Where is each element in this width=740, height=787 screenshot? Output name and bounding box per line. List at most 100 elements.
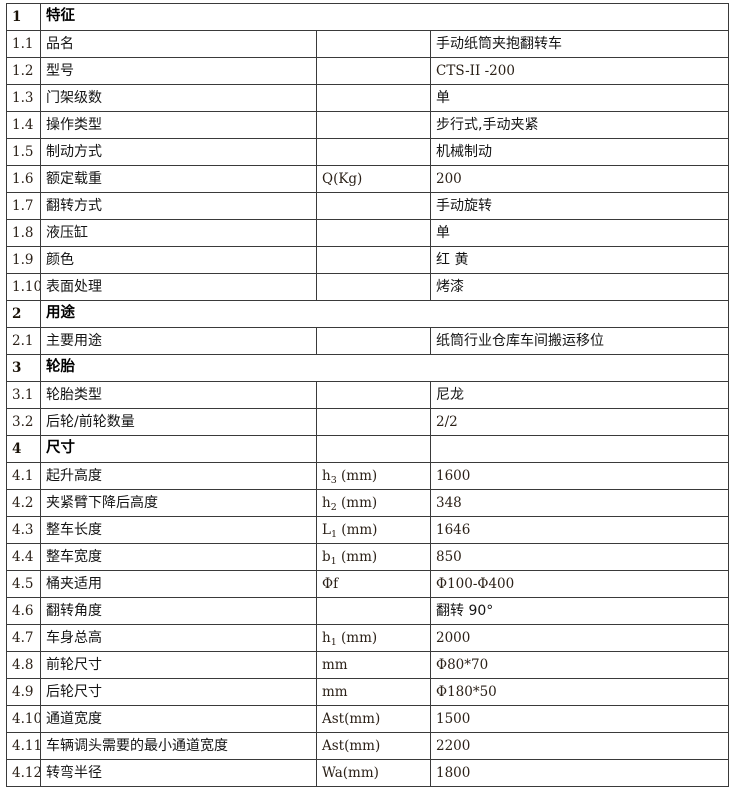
row-symbol: mm bbox=[316, 678, 431, 706]
table-row: 4.5 桶夹适用 Φf Φ100-Φ400 bbox=[6, 570, 730, 598]
table-row: 1.5 制动方式 机械制动 bbox=[6, 138, 730, 166]
row-index: 1.8 bbox=[6, 219, 41, 247]
row-label: 翻转方式 bbox=[40, 192, 317, 220]
row-label: 操作类型 bbox=[40, 111, 317, 139]
row-symbol bbox=[316, 246, 431, 274]
section-title: 特征 bbox=[39, 3, 730, 31]
table-row: 4.8 前轮尺寸 mm Φ80*70 bbox=[6, 651, 730, 679]
row-index: 4.11 bbox=[6, 732, 41, 760]
row-value-text: 手动纸筒夹抱翻转车 bbox=[436, 35, 562, 52]
row-symbol bbox=[316, 327, 431, 355]
row-value bbox=[429, 435, 730, 463]
row-label: 轮胎类型 bbox=[40, 381, 317, 409]
row-symbol: L1 (mm) bbox=[316, 516, 431, 544]
row-symbol bbox=[316, 57, 431, 85]
row-value: 1500 bbox=[429, 705, 730, 733]
row-index: 4.8 bbox=[6, 651, 41, 679]
row-index: 3.2 bbox=[6, 408, 41, 436]
table-row: 1.9 颜色 红 黄 bbox=[6, 246, 730, 274]
row-label: 夹紧臂下降后高度 bbox=[40, 489, 317, 517]
row-label: 后轮/前轮数量 bbox=[40, 408, 317, 436]
row-index: 2 bbox=[6, 300, 41, 328]
table-row: 1.7 翻转方式 手动旋转 bbox=[6, 192, 730, 220]
row-value-text: 尼龙 bbox=[436, 386, 464, 403]
row-label: 制动方式 bbox=[40, 138, 317, 166]
row-symbol: h2 (mm) bbox=[316, 489, 431, 517]
row-label: 品名 bbox=[40, 30, 317, 58]
row-value: 红 黄 bbox=[429, 246, 730, 274]
specification-sheet: 1 特征 1.1 品名 手动纸筒夹抱翻转车 1.2 型号 CTS-II -200 1.3 门架级数… bbox=[6, 3, 730, 787]
row-symbol: mm bbox=[316, 651, 431, 679]
row-symbol bbox=[316, 111, 431, 139]
section-title: 轮胎 bbox=[39, 354, 730, 382]
row-value-text: 手动旋转 bbox=[436, 197, 492, 214]
table-body: 1 特征 1.1 品名 手动纸筒夹抱翻转车 1.2 型号 CTS-II -200 1.3 门架级数… bbox=[6, 3, 730, 787]
row-value: 单 bbox=[429, 84, 730, 112]
row-symbol bbox=[316, 192, 431, 220]
row-value: Φ80*70 bbox=[429, 651, 730, 679]
table-row: 1.2 型号 CTS-II -200 bbox=[6, 57, 730, 85]
table-row: 1.6 额定载重 Q(Kg) 200 bbox=[6, 165, 730, 193]
row-label: 额定载重 bbox=[40, 165, 317, 193]
table-row: 3.2 后轮/前轮数量 2/2 bbox=[6, 408, 730, 436]
row-symbol bbox=[316, 84, 431, 112]
row-index: 4.2 bbox=[6, 489, 41, 517]
table-row: 4.6 翻转角度 翻转 90° bbox=[6, 597, 730, 625]
row-value: 步行式,手动夹紧 bbox=[429, 111, 730, 139]
row-symbol: Wa(mm) bbox=[316, 759, 431, 787]
table-row: 4.10 通道宽度 Ast(mm) 1500 bbox=[6, 705, 730, 733]
row-value: 2000 bbox=[429, 624, 730, 652]
row-index: 1.7 bbox=[6, 192, 41, 220]
row-symbol bbox=[316, 597, 431, 625]
row-index: 4.1 bbox=[6, 462, 41, 490]
table-row: 1.4 操作类型 步行式,手动夹紧 bbox=[6, 111, 730, 139]
row-label: 桶夹适用 bbox=[40, 570, 317, 598]
row-label: 翻转角度 bbox=[40, 597, 317, 625]
row-symbol bbox=[316, 435, 431, 463]
table-row: 1.8 液压缸 单 bbox=[6, 219, 730, 247]
row-value: 1646 bbox=[429, 516, 730, 544]
row-value: 1600 bbox=[429, 462, 730, 490]
row-value-text: 步行式,手动夹紧 bbox=[436, 116, 539, 133]
table-row: 4.12 转弯半径 Wa(mm) 1800 bbox=[6, 759, 730, 787]
row-index: 4.4 bbox=[6, 543, 41, 571]
row-value: 850 bbox=[429, 543, 730, 571]
row-value-text: 烤漆 bbox=[436, 278, 464, 295]
row-label: 转弯半径 bbox=[40, 759, 317, 787]
row-value: 2/2 bbox=[429, 408, 730, 436]
row-symbol: Ast(mm) bbox=[316, 732, 431, 760]
table-row: 4.9 后轮尺寸 mm Φ180*50 bbox=[6, 678, 730, 706]
row-label: 前轮尺寸 bbox=[40, 651, 317, 679]
row-symbol bbox=[316, 381, 431, 409]
row-value: 单 bbox=[429, 219, 730, 247]
row-label: 颜色 bbox=[40, 246, 317, 274]
row-index: 2.1 bbox=[6, 327, 41, 355]
row-index: 1.1 bbox=[6, 30, 41, 58]
row-label: 通道宽度 bbox=[40, 705, 317, 733]
table-row: 2 用途 bbox=[6, 300, 730, 328]
specification-table: 1 特征 1.1 品名 手动纸筒夹抱翻转车 1.2 型号 CTS-II -200 1.3 门架级数… bbox=[6, 3, 730, 787]
row-label: 液压缸 bbox=[40, 219, 317, 247]
table-row: 3 轮胎 bbox=[6, 354, 730, 382]
table-row: 4 尺寸 bbox=[6, 435, 730, 463]
row-index: 3.1 bbox=[6, 381, 41, 409]
row-label: 起升高度 bbox=[40, 462, 317, 490]
row-index: 4.9 bbox=[6, 678, 41, 706]
row-value: 机械制动 bbox=[429, 138, 730, 166]
row-value: Φ100-Φ400 bbox=[429, 570, 730, 598]
row-value: 1800 bbox=[429, 759, 730, 787]
row-index: 1 bbox=[6, 3, 41, 31]
row-index: 1.2 bbox=[6, 57, 41, 85]
row-index: 4.5 bbox=[6, 570, 41, 598]
row-value-text: 单 bbox=[436, 89, 450, 106]
row-index: 1.6 bbox=[6, 165, 41, 193]
row-label: 门架级数 bbox=[40, 84, 317, 112]
row-index: 4.7 bbox=[6, 624, 41, 652]
row-value: Φ180*50 bbox=[429, 678, 730, 706]
row-label: 整车宽度 bbox=[40, 543, 317, 571]
row-symbol bbox=[316, 138, 431, 166]
row-symbol bbox=[316, 408, 431, 436]
row-index: 4.12 bbox=[6, 759, 41, 787]
row-value: 348 bbox=[429, 489, 730, 517]
row-index: 4.6 bbox=[6, 597, 41, 625]
